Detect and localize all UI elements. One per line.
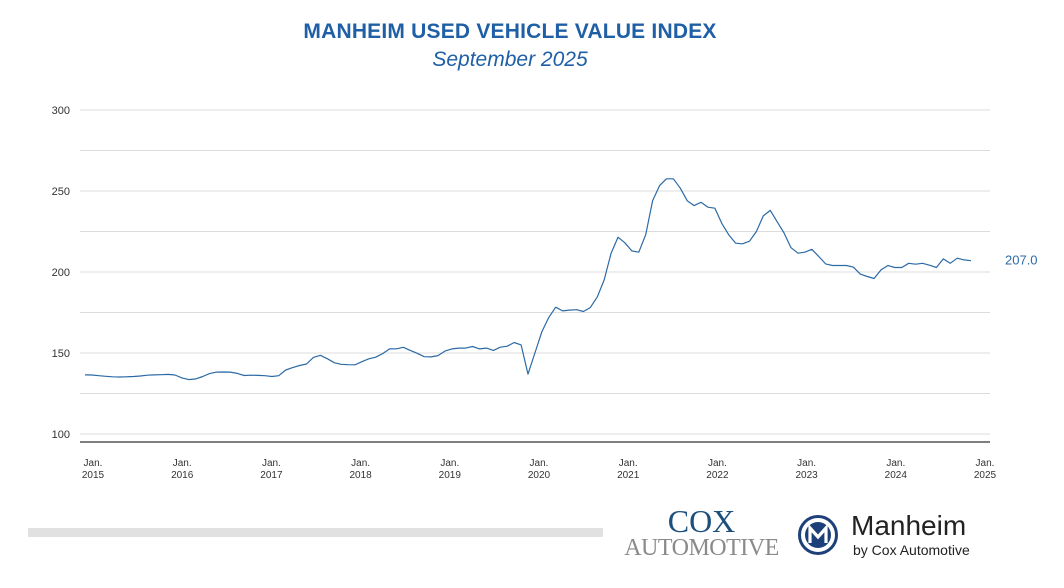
x-tick-label-year: 2025 [974,470,997,481]
x-tick-label-month: Jan. [173,458,192,469]
x-tick-label-year: 2022 [706,470,729,481]
index-series-line [84,178,972,381]
x-tick-label-month: Jan. [886,458,905,469]
cox-automotive-logo: COX AUTOMOTIVE [624,503,779,561]
footer-divider-bar [28,528,603,537]
x-tick-label-month: Jan. [440,458,459,469]
x-tick-label-month: Jan. [351,458,370,469]
latest-value-label: 207.0 [1005,253,1038,268]
y-tick-label: 300 [52,105,70,117]
y-tick-label: 250 [52,186,70,198]
x-tick-label-month: Jan. [262,458,281,469]
manheim-tagline: by Cox Automotive [853,542,970,558]
cox-logo-line2: AUTOMOTIVE [624,535,779,561]
x-tick-label-month: Jan. [708,458,727,469]
x-tick-label-month: Jan. [797,458,816,469]
x-tick-label-month: Jan. [976,458,995,469]
x-tick-label-year: 2021 [617,470,640,481]
x-tick-label-year: 2018 [349,470,372,481]
x-tick-label-month: Jan. [84,458,103,469]
x-tick-label-year: 2024 [885,470,908,481]
x-tick-label-year: 2019 [439,470,462,481]
manheim-name: Manheim [851,510,967,541]
chart-title: MANHEIM USED VEHICLE VALUE INDEX [303,20,717,43]
chart-subtitle: September 2025 [432,48,588,71]
cox-logo-line1: COX [667,503,736,539]
x-tick-label-year: 2016 [171,470,194,481]
x-tick-label-year: 2023 [795,470,818,481]
y-tick-label: 200 [52,267,70,279]
x-tick-label-month: Jan. [619,458,638,469]
x-tick-label-month: Jan. [530,458,549,469]
manheim-logo-icon [798,515,838,555]
x-tick-label-year: 2017 [260,470,283,481]
y-tick-label: 100 [52,429,70,441]
x-tick-label-year: 2020 [528,470,551,481]
x-tick-label-year: 2015 [82,470,105,481]
y-tick-label: 150 [52,348,70,360]
